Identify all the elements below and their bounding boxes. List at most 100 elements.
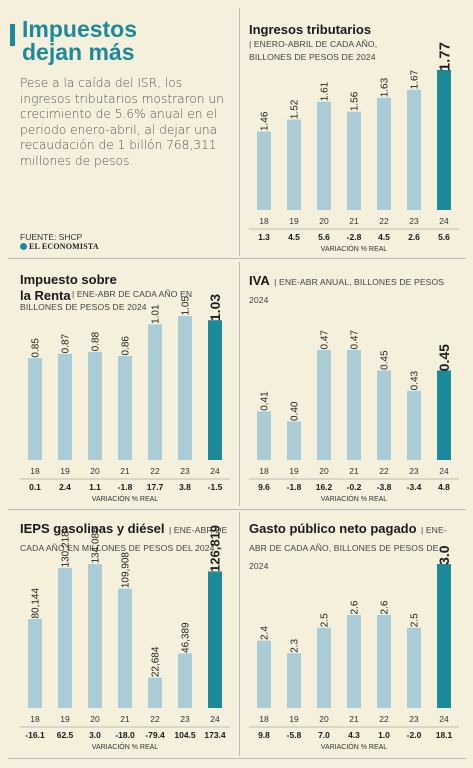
value-label: 130,218	[61, 531, 72, 568]
category-label: 20	[90, 714, 100, 724]
value-label: 0.43	[410, 370, 421, 390]
variation-label: 3.0	[89, 730, 101, 740]
category-label: 19	[289, 714, 299, 724]
category-label: 21	[120, 714, 130, 724]
value-label: 109,908	[121, 552, 132, 589]
value-label: 0.85	[31, 338, 42, 358]
variation-axis-label: VARIACIÓN % REAL	[92, 742, 158, 751]
variation-label: 1.0	[378, 730, 390, 740]
chart-panel-isr: Impuesto sobre la Renta | ENE-ABR DE CAD…	[20, 272, 230, 504]
bar-19	[287, 119, 301, 210]
brand-name: EL ECONOMISTA	[29, 242, 99, 251]
bar-18	[257, 131, 271, 210]
panel-header: Ingresos tributarios | ENERO-ABRIL DE CA…	[249, 22, 399, 64]
category-label: 22	[379, 714, 389, 724]
bar-20	[88, 351, 102, 460]
bar-20	[317, 101, 331, 210]
category-label: 24	[439, 216, 449, 226]
value-label: 0.40	[290, 401, 301, 421]
variation-label: 4.5	[288, 232, 300, 242]
variation-label: 62.5	[57, 730, 74, 740]
variation-label: 0.1	[29, 482, 41, 492]
category-label: 18	[30, 466, 40, 476]
variation-label: -18.0	[115, 730, 135, 740]
chart-panel-gasto: Gasto público neto pagado | ENE-ABR DE C…	[249, 520, 459, 752]
category-label: 23	[180, 466, 190, 476]
category-label: 22	[379, 216, 389, 226]
chart-title: IVA	[249, 273, 270, 288]
bar-21	[118, 588, 132, 708]
value-label: 1.01	[151, 304, 162, 324]
headline-line-2: dejan más	[22, 39, 135, 65]
category-label: 21	[120, 466, 130, 476]
category-label: 20	[90, 466, 100, 476]
value-label: 0.45	[436, 344, 452, 371]
value-label: 0.45	[380, 350, 391, 370]
variation-label: 17.7	[147, 482, 164, 492]
value-label: 0.41	[260, 391, 271, 411]
variation-label: 5.6	[318, 232, 330, 242]
value-label: 1.05	[181, 296, 192, 316]
value-label: 1.67	[410, 69, 421, 89]
bar-24	[437, 70, 451, 210]
intro-block: Impuestos dejan más Pese a la caída del …	[10, 18, 230, 169]
bar-22	[148, 324, 162, 460]
value-label: 80,144	[31, 588, 42, 619]
panel-header: Gasto público neto pagado | ENE-ABR DE C…	[249, 520, 449, 574]
chart-subtitle: | ENE-ABR DE CADA AÑO EN MILLONES DE PES…	[20, 525, 228, 553]
variation-label: 2.6	[408, 232, 420, 242]
bar-23	[178, 316, 192, 460]
category-label: 20	[319, 714, 329, 724]
variation-label: 9.6	[258, 482, 270, 492]
category-label: 19	[60, 714, 70, 724]
variation-label: -79.4	[145, 730, 165, 740]
value-label: 2.4	[260, 626, 271, 640]
chart-subtitle: | ENE-ABR ANUAL, BILLONES DE PESOS 2024	[249, 277, 445, 305]
value-label: 2.6	[380, 600, 391, 614]
variation-label: -1.8	[287, 482, 302, 492]
bar-24	[208, 571, 222, 708]
category-label: 19	[289, 216, 299, 226]
bar-18	[257, 411, 271, 460]
variation-label: -3.4	[407, 482, 422, 492]
bar-24	[437, 370, 451, 460]
divider	[8, 509, 466, 510]
variation-label: 1.3	[258, 232, 270, 242]
bar-chart: 0.85 18 0.1 0.87 19 2.4 0.88 20 1.1 0.86 21 -1.8 1.0…	[20, 294, 230, 503]
category-label: 24	[210, 466, 220, 476]
chart-subtitle: | ENERO-ABRIL DE CADA AÑO, BILLONES DE P…	[249, 39, 378, 62]
brand-dot-icon	[20, 243, 27, 250]
category-label: 21	[349, 466, 359, 476]
bar-23	[178, 653, 192, 708]
variation-label: 9.8	[258, 730, 270, 740]
value-label: 2.5	[320, 613, 331, 627]
divider	[239, 512, 240, 756]
bar-22	[377, 615, 391, 708]
value-label: 0.87	[61, 333, 72, 353]
value-label: 2.3	[290, 638, 301, 652]
divider	[239, 262, 240, 506]
bar-chart: 80,144 18 -16.1 130,218 19 62.5 134,086 20 3.0 10…	[20, 525, 230, 751]
value-label: 2.6	[350, 600, 361, 614]
value-label: 0.47	[320, 330, 331, 350]
bar-19	[58, 567, 72, 708]
category-label: 23	[180, 714, 190, 724]
category-label: 23	[409, 466, 419, 476]
category-label: 18	[259, 714, 269, 724]
value-label: 0.88	[91, 331, 102, 351]
divider	[8, 258, 466, 259]
value-label: 1.63	[380, 77, 391, 97]
intro-paragraph: Pese a la caída del ISR, los ingresos tr…	[20, 76, 224, 168]
value-label: 22,684	[151, 646, 162, 677]
accent-bar	[10, 24, 15, 46]
value-label: 1.52	[290, 99, 301, 119]
value-label: 0.86	[121, 336, 132, 356]
chart-subtitle: | ENE-ABR DE CADA AÑO EN BILLONES DE PES…	[20, 289, 193, 312]
bar-chart: 0.41 18 9.6 0.40 19 -1.8 0.47 20 16.2 0.47 21 -0.2 0…	[249, 330, 459, 503]
variation-label: -16.1	[25, 730, 45, 740]
variation-label: 4.5	[378, 232, 390, 242]
variation-label: 18.1	[436, 730, 453, 740]
category-label: 24	[439, 466, 449, 476]
variation-label: 3.8	[179, 482, 191, 492]
chart-title: Gasto público neto pagado	[249, 521, 417, 536]
